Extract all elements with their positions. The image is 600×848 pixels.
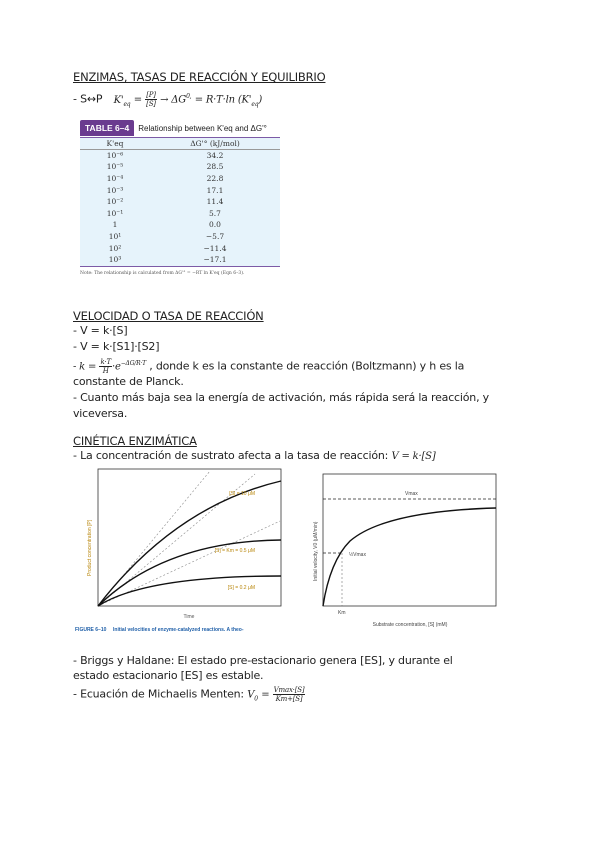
curve-0-2uM (97, 575, 282, 607)
table-6-4: TABLE 6–4 Relationship between K'eq and Δ… (80, 116, 280, 276)
fig1-xlabel: Time (184, 614, 195, 620)
fig1-caption: Initial velocities of enzyme-catalyzed r… (113, 627, 244, 633)
cell-dg: −5.7 (205, 232, 225, 242)
cell-dg: −11.4 (203, 243, 227, 253)
exp-sup: −ΔG/R·T (120, 360, 146, 367)
cell-keq: 10⁻⁵ (106, 162, 124, 172)
table-caption: Relationship between K'eq and ΔG'° (138, 124, 267, 133)
table-row: 10⁻³ 17.1 (80, 184, 280, 196)
cell-keq: 10⁻² (106, 197, 124, 207)
fig2-xlabel: Substrate concentration, [S] (mM) (373, 622, 448, 628)
mm-label: - Ecuación de Michaelis Menten: (73, 687, 244, 701)
cell-dg: 28.5 (206, 162, 224, 172)
k-explanation: , donde k es la constante de reacción (B… (149, 359, 465, 373)
rate-eq-1: - V = k·[S] (73, 324, 128, 337)
rhs: = R·T·ln (K' (194, 94, 252, 106)
section-title-cinetica: CINÉTICA ENZIMÁTICA (73, 434, 197, 448)
cell-keq: 10³ (108, 255, 122, 265)
table-row: 10⁻⁵ 28.5 (80, 161, 280, 173)
briggs-line-2: estado estacionario [ES] es estable. (73, 669, 264, 682)
table-row: 10⁻⁶ 34.2 (80, 150, 280, 162)
table-row: 1 0.0 (80, 219, 280, 231)
cell-dg: −17.1 (203, 255, 227, 265)
rhs-end: ) (258, 94, 263, 106)
table-header: K'eq ΔG'° (kJ/mol) (80, 138, 280, 150)
label-c3: [S] = 0.2 μM (228, 585, 255, 591)
cell-dg: 17.1 (206, 185, 224, 195)
cell-keq: 10⁻⁶ (106, 150, 124, 160)
cell-keq: 1 (112, 220, 118, 230)
label-c1: [S] = 10 μM (229, 491, 255, 497)
fig2-ylabel: Initial velocity, V0 (μM/min) (313, 521, 319, 581)
table-row: 10⁻² 11.4 (80, 196, 280, 208)
plot-frame (97, 468, 282, 607)
rate-eq-3: - k = k·T H ·e−ΔG/R·T , donde k es la cons… (73, 356, 464, 376)
substrate-text: - La concentración de sustrato afecta a … (73, 449, 389, 462)
table-row: 10² −11.4 (80, 242, 280, 254)
figure-6-10-progress-curves: [S] = 10 μM [S] = Km = 0.5 μM [S] = 0.2 … (75, 468, 282, 633)
mm-sub: 0 (254, 695, 258, 703)
mm-fraction: Vmax·[S] Km+[S] (272, 686, 306, 703)
keq-sub: eq (123, 100, 131, 108)
table-row: 10¹ −5.7 (80, 231, 280, 243)
table-body: K'eq ΔG'° (kJ/mol) 10⁻⁶ 34.2 10⁻⁵ 28.5 10⁻⁴ 22… (80, 137, 280, 267)
keq-symbol: K' (113, 94, 124, 106)
cell-keq: 10⁻¹ (106, 208, 124, 218)
cell-keq: 10² (108, 243, 122, 253)
cell-keq: 10⁻⁴ (106, 174, 124, 184)
kt-over-h: k·T H (99, 358, 113, 376)
table-row: 10⁻¹ 5.7 (80, 208, 280, 220)
cell-dg: 11.4 (206, 197, 224, 207)
cell-dg: 0.0 (209, 220, 221, 230)
curve-km (97, 539, 282, 607)
fig1-ylabel: Product concentration [P] (87, 519, 93, 576)
delta-g-sup: 0, (186, 93, 192, 100)
table-label: TABLE 6–4 (80, 120, 135, 136)
mm-curve (322, 507, 497, 607)
substrate-line: - La concentración de sustrato afecta a … (73, 448, 436, 465)
header-dg: ΔG'° (kJ/mol) (190, 138, 240, 148)
delta-g: → ΔG (160, 94, 187, 106)
table-note: Note: The relationship is calculated fro… (80, 270, 245, 276)
k-eq: - k = (73, 361, 97, 373)
table-row: 10⁻⁴ 22.8 (80, 173, 280, 185)
section-title-velocidad: VELOCIDAD O TASA DE REACCIÓN (73, 309, 264, 323)
header-keq: K'eq (106, 138, 124, 148)
activation-line: - Cuanto más baja sea la energía de acti… (73, 391, 489, 404)
reaction-label: - S↔P (73, 92, 103, 106)
rhs-sub: eq (251, 100, 259, 108)
cell-keq: 10¹ (108, 232, 122, 242)
half-vmax-label: ½Vmax (349, 551, 366, 558)
km-label: Km (338, 610, 346, 616)
rate-eq-2: - V = k·[S1]·[S2] (73, 340, 160, 353)
michaelis-menten-plot: Vmax ½Vmax Km Initial velocity, V0 (μM/m… (313, 473, 497, 628)
section-title-enzimas: ENZIMAS, TASAS DE REACCIÓN Y EQUILIBRIO (73, 70, 326, 84)
substrate-math: V = k·[S] (391, 451, 436, 462)
fig1-caption-label: FIGURE 6–10 (75, 627, 107, 633)
vmax-label: Vmax (405, 491, 418, 497)
p-over-s: [P] [S] (145, 91, 157, 109)
exp: ·e (112, 361, 121, 373)
planck-line: constante de Planck. (73, 375, 184, 388)
briggs-line-1: - Briggs y Haldane: El estado pre-estaci… (73, 654, 453, 667)
label-c2: [S] = Km = 0.5 μM (215, 548, 255, 554)
plot-frame-2 (322, 473, 497, 607)
cell-dg: 22.8 (206, 174, 224, 184)
cell-dg: 34.2 (206, 150, 224, 160)
michaelis-menten-line: - Ecuación de Michaelis Menten: V0 = Vma… (73, 686, 306, 703)
mm-v: V (247, 689, 255, 701)
cell-dg: 5.7 (209, 208, 221, 218)
cell-keq: 10⁻³ (106, 185, 124, 195)
equilibrium-equation: - S↔P K'eq = [P] [S] → ΔG0, = R·T·ln (K'e… (73, 91, 263, 109)
curve-10uM (97, 480, 282, 607)
table-row: 10³ −17.1 (80, 254, 280, 266)
activation-line-2: viceversa. (73, 407, 128, 420)
